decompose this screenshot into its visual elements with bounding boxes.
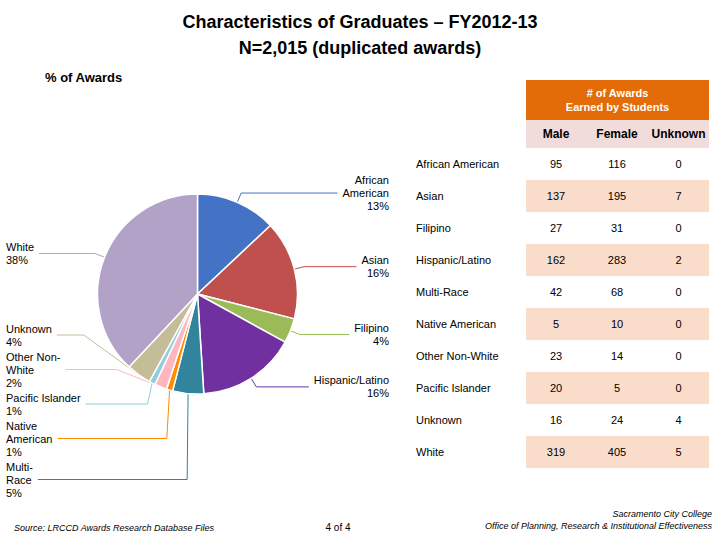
svg-text:0: 0	[675, 158, 681, 170]
svg-text:20: 20	[550, 382, 562, 394]
svg-text:American: American	[343, 187, 389, 199]
svg-text:16: 16	[550, 414, 562, 426]
svg-text:Other Non-White: Other Non-White	[416, 350, 499, 362]
svg-text:Unknown: Unknown	[6, 323, 52, 335]
svg-text:4 of 4: 4 of 4	[325, 522, 350, 533]
svg-text:% of Awards: % of Awards	[45, 70, 122, 85]
svg-text:0: 0	[675, 318, 681, 330]
svg-text:Hispanic/Latino: Hispanic/Latino	[416, 254, 491, 266]
svg-text:Sacramento City College: Sacramento City College	[612, 509, 712, 519]
svg-text:Office of Planning, Research &: Office of Planning, Research & Instituti…	[485, 521, 713, 531]
svg-text:Pacific Islander: Pacific Islander	[6, 392, 81, 404]
svg-text:4%: 4%	[6, 336, 22, 348]
svg-text:Other Non-: Other Non-	[6, 351, 61, 363]
svg-text:16%: 16%	[367, 267, 389, 279]
svg-text:American: American	[6, 433, 52, 445]
svg-text:4: 4	[675, 414, 681, 426]
svg-text:White: White	[6, 241, 34, 253]
svg-text:95: 95	[550, 158, 562, 170]
svg-text:195: 195	[608, 190, 626, 202]
svg-text:White: White	[6, 364, 34, 376]
svg-text:African American: African American	[416, 158, 499, 170]
svg-text:Hispanic/Latino: Hispanic/Latino	[314, 374, 389, 386]
svg-text:Race: Race	[6, 474, 32, 486]
svg-text:# of Awards: # of Awards	[587, 87, 649, 99]
svg-text:13%: 13%	[367, 200, 389, 212]
svg-text:14: 14	[611, 350, 623, 362]
svg-text:0: 0	[675, 350, 681, 362]
svg-text:116: 116	[608, 158, 626, 170]
svg-text:Female: Female	[596, 127, 638, 141]
svg-text:Earned by Students: Earned by Students	[566, 101, 669, 113]
svg-text:4%: 4%	[373, 335, 389, 347]
svg-text:10: 10	[611, 318, 623, 330]
svg-text:2%: 2%	[6, 377, 22, 389]
svg-text:N=2,015 (duplicated awards): N=2,015 (duplicated awards)	[239, 38, 482, 58]
svg-text:162: 162	[547, 254, 565, 266]
svg-text:283: 283	[608, 254, 626, 266]
svg-text:Filipino: Filipino	[354, 322, 389, 334]
svg-text:7: 7	[675, 190, 681, 202]
svg-text:White: White	[416, 446, 444, 458]
svg-text:0: 0	[675, 382, 681, 394]
svg-text:Native American: Native American	[416, 318, 496, 330]
svg-text:0: 0	[675, 286, 681, 298]
svg-text:Multi-: Multi-	[6, 461, 33, 473]
svg-text:42: 42	[550, 286, 562, 298]
svg-text:Filipino: Filipino	[416, 222, 451, 234]
svg-text:1%: 1%	[6, 405, 22, 417]
svg-text:Asian: Asian	[361, 254, 389, 266]
svg-text:2: 2	[675, 254, 681, 266]
svg-text:5: 5	[675, 446, 681, 458]
svg-text:31: 31	[611, 222, 623, 234]
svg-text:137: 137	[547, 190, 565, 202]
svg-text:Multi-Race: Multi-Race	[416, 286, 469, 298]
svg-text:23: 23	[550, 350, 562, 362]
svg-text:Male: Male	[543, 127, 570, 141]
svg-text:Unknown: Unknown	[416, 414, 462, 426]
svg-text:319: 319	[547, 446, 565, 458]
svg-text:5: 5	[614, 382, 620, 394]
svg-text:16%: 16%	[367, 387, 389, 399]
svg-text:African: African	[355, 174, 389, 186]
svg-text:27: 27	[550, 222, 562, 234]
svg-text:1%: 1%	[6, 446, 22, 458]
svg-text:Source: LRCCD Awards Research: Source: LRCCD Awards Research Database F…	[14, 523, 215, 533]
svg-text:Native: Native	[6, 420, 37, 432]
svg-text:5%: 5%	[6, 487, 22, 499]
svg-text:5: 5	[553, 318, 559, 330]
svg-text:Asian: Asian	[416, 190, 444, 202]
svg-text:Characteristics of Graduates –: Characteristics of Graduates – FY2012-13	[182, 12, 537, 32]
svg-text:38%: 38%	[6, 254, 28, 266]
svg-text:Pacific Islander: Pacific Islander	[416, 382, 491, 394]
svg-text:0: 0	[675, 222, 681, 234]
svg-text:Unknown: Unknown	[652, 127, 706, 141]
svg-text:68: 68	[611, 286, 623, 298]
svg-text:405: 405	[608, 446, 626, 458]
svg-text:24: 24	[611, 414, 623, 426]
